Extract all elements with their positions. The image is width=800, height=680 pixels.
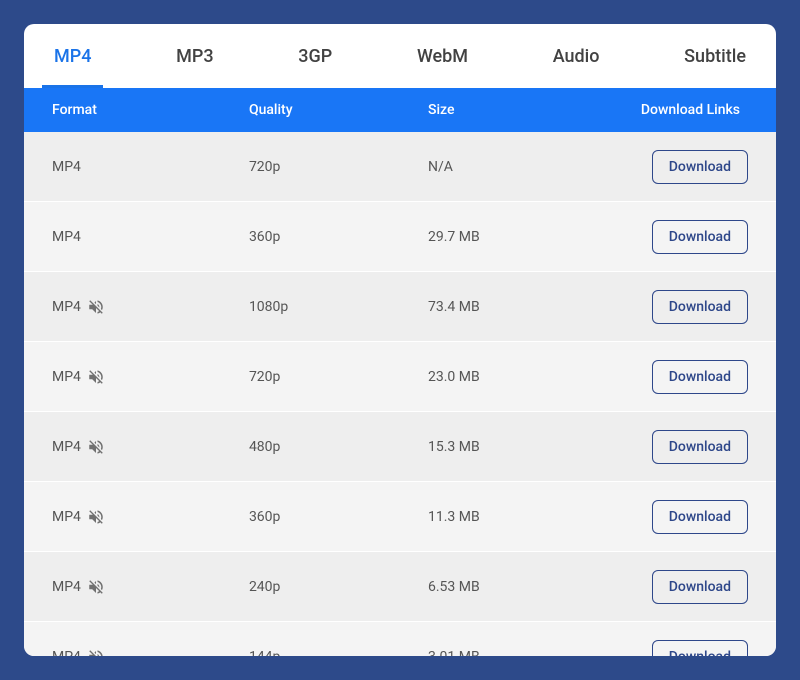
col-header-format: Format <box>24 102 221 118</box>
format-label: MP4 <box>52 649 81 657</box>
tab-label: Audio <box>553 46 600 67</box>
tab-label: MP4 <box>54 46 91 67</box>
format-cell: MP4 <box>24 159 221 175</box>
format-cell: MP4 <box>24 648 221 657</box>
format-label: MP4 <box>52 509 81 525</box>
format-label: MP4 <box>52 159 81 175</box>
col-header-quality: Quality <box>221 102 400 118</box>
size-cell: 29.7 MB <box>400 229 579 245</box>
download-cell: Download <box>579 570 776 604</box>
download-cell: Download <box>579 430 776 464</box>
muted-icon <box>87 438 105 456</box>
table-row: MP4 480p15.3 MB Download <box>24 412 776 482</box>
download-button[interactable]: Download <box>652 430 748 464</box>
download-button[interactable]: Download <box>652 150 748 184</box>
col-header-download: Download Links <box>579 102 776 118</box>
download-cell: Download <box>579 640 776 657</box>
tab-mp3[interactable]: MP3 <box>156 24 233 88</box>
format-cell: MP4 <box>24 229 221 245</box>
tab-label: MP3 <box>176 46 213 67</box>
quality-cell: 1080p <box>221 299 400 315</box>
table-row: MP4 720pN/A Download <box>24 132 776 202</box>
muted-icon <box>87 368 105 386</box>
table-row: MP4 144p3.01 MB Download <box>24 622 776 656</box>
download-button[interactable]: Download <box>652 570 748 604</box>
tab-webm[interactable]: WebM <box>397 24 488 88</box>
download-cell: Download <box>579 150 776 184</box>
quality-cell: 240p <box>221 579 400 595</box>
tab-label: Subtitle <box>684 46 746 67</box>
table-row: MP4 720p23.0 MB Download <box>24 342 776 412</box>
table-row: MP4 360p29.7 MB Download <box>24 202 776 272</box>
format-cell: MP4 <box>24 578 221 596</box>
quality-cell: 480p <box>221 439 400 455</box>
format-label: MP4 <box>52 229 81 245</box>
format-cell: MP4 <box>24 508 221 526</box>
download-button[interactable]: Download <box>652 220 748 254</box>
tab-mp4[interactable]: MP4 <box>34 24 111 88</box>
table-row: MP4 360p11.3 MB Download <box>24 482 776 552</box>
download-button[interactable]: Download <box>652 500 748 534</box>
tab-3gp[interactable]: 3GP <box>278 24 352 88</box>
size-cell: 73.4 MB <box>400 299 579 315</box>
size-cell: 6.53 MB <box>400 579 579 595</box>
tab-label: 3GP <box>298 46 332 67</box>
download-cell: Download <box>579 290 776 324</box>
format-cell: MP4 <box>24 368 221 386</box>
muted-icon <box>87 508 105 526</box>
format-label: MP4 <box>52 579 81 595</box>
download-cell: Download <box>579 360 776 394</box>
quality-cell: 720p <box>221 159 400 175</box>
table-row: MP4 1080p73.4 MB Download <box>24 272 776 342</box>
download-button[interactable]: Download <box>652 360 748 394</box>
download-card: MP4 MP3 3GP WebM Audio Subtitle Format Qualit… <box>24 24 776 656</box>
download-cell: Download <box>579 220 776 254</box>
table-row: MP4 240p6.53 MB Download <box>24 552 776 622</box>
col-header-size: Size <box>400 102 579 118</box>
format-cell: MP4 <box>24 298 221 316</box>
size-cell: N/A <box>400 159 579 175</box>
format-label: MP4 <box>52 439 81 455</box>
format-label: MP4 <box>52 299 81 315</box>
size-cell: 3.01 MB <box>400 649 579 657</box>
download-button[interactable]: Download <box>652 640 748 657</box>
quality-cell: 720p <box>221 369 400 385</box>
format-label: MP4 <box>52 369 81 385</box>
tab-subtitle[interactable]: Subtitle <box>664 24 766 88</box>
quality-cell: 360p <box>221 509 400 525</box>
muted-icon <box>87 648 105 657</box>
download-cell: Download <box>579 500 776 534</box>
download-button[interactable]: Download <box>652 290 748 324</box>
tab-audio[interactable]: Audio <box>533 24 620 88</box>
table-body: MP4720pN/ADownloadMP4360p29.7 MBDownload… <box>24 132 776 656</box>
muted-icon <box>87 578 105 596</box>
quality-cell: 144p <box>221 649 400 657</box>
tab-label: WebM <box>417 46 468 67</box>
table-header-row: Format Quality Size Download Links <box>24 88 776 132</box>
size-cell: 23.0 MB <box>400 369 579 385</box>
format-cell: MP4 <box>24 438 221 456</box>
quality-cell: 360p <box>221 229 400 245</box>
muted-icon <box>87 298 105 316</box>
format-tabs: MP4 MP3 3GP WebM Audio Subtitle <box>24 24 776 88</box>
size-cell: 15.3 MB <box>400 439 579 455</box>
size-cell: 11.3 MB <box>400 509 579 525</box>
